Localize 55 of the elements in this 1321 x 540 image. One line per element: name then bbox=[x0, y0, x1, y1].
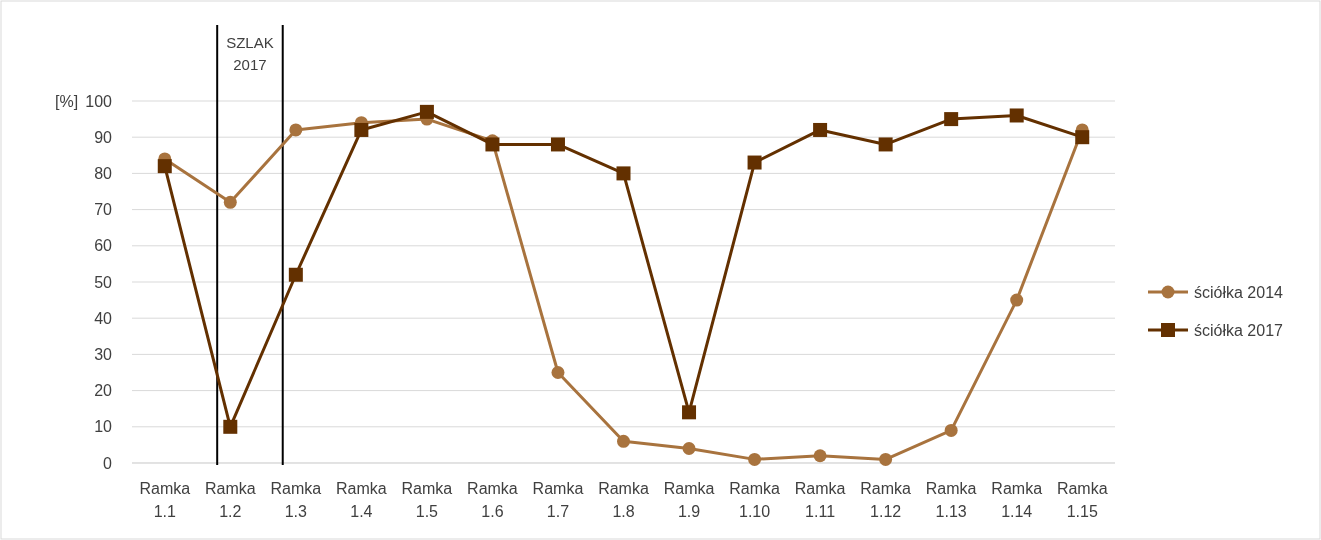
point bbox=[944, 112, 959, 127]
y-tick-label: 50 bbox=[94, 273, 113, 291]
y-tick-label: 100 bbox=[85, 92, 113, 110]
y-tick-label: 30 bbox=[94, 346, 113, 363]
point bbox=[944, 423, 958, 437]
point bbox=[813, 449, 827, 463]
x-tick-label: Ramka 1.7 bbox=[532, 480, 584, 520]
y-tick-label: 0 bbox=[103, 454, 113, 472]
y-axis-title: [%] bbox=[55, 92, 79, 110]
y-tick-label: 10 bbox=[94, 418, 113, 436]
x-tick-label: Ramka 1.6 bbox=[467, 480, 518, 520]
x-tick-label: Ramka 1.15 bbox=[1056, 480, 1108, 520]
y-tick-label: 60 bbox=[94, 237, 113, 255]
point bbox=[551, 366, 565, 379]
x-tick-label: Ramka 1.10 bbox=[729, 480, 780, 520]
point bbox=[616, 166, 631, 181]
y-tick-label: 40 bbox=[94, 309, 113, 327]
x-tick-label: Ramka 1.14 bbox=[991, 480, 1043, 520]
legend-label: ściółka 2017 bbox=[1194, 321, 1284, 339]
legend-label: ściółka 2014 bbox=[1194, 283, 1284, 301]
point bbox=[1075, 130, 1090, 145]
point bbox=[550, 137, 565, 152]
point bbox=[747, 155, 762, 170]
text: SZLAK 2017 bbox=[226, 34, 274, 73]
x-tick-label: Ramka 1.5 bbox=[401, 480, 453, 520]
x-tick-label: Ramka 1.2 bbox=[204, 480, 256, 520]
x-tick-label: Ramka 1.9 bbox=[663, 480, 715, 520]
x-tick-label: Ramka 1.4 bbox=[336, 480, 387, 520]
point bbox=[485, 137, 500, 152]
y-tick-label: 20 bbox=[94, 382, 113, 400]
point bbox=[223, 419, 238, 434]
y-tick-label: 90 bbox=[94, 128, 113, 146]
point bbox=[157, 159, 172, 174]
point bbox=[1010, 293, 1024, 307]
point bbox=[748, 452, 762, 466]
y-tick-label: 80 bbox=[94, 165, 113, 182]
point bbox=[223, 195, 237, 209]
point bbox=[878, 137, 893, 152]
point bbox=[288, 267, 303, 282]
point bbox=[813, 122, 828, 137]
x-tick-label: Ramka 1.8 bbox=[598, 480, 649, 520]
point bbox=[289, 123, 303, 137]
point bbox=[419, 104, 434, 119]
x-tick-label: Ramka 1.12 bbox=[860, 480, 912, 520]
x-tick-label: Ramka 1.3 bbox=[270, 480, 322, 520]
x-tick-label: Ramka 1.1 bbox=[139, 480, 191, 520]
point bbox=[354, 122, 369, 137]
x-tick-label: Ramka 1.11 bbox=[794, 480, 846, 520]
point bbox=[879, 452, 893, 466]
x-tick-label: Ramka 1.13 bbox=[925, 480, 977, 520]
y-tick-label: 70 bbox=[94, 201, 113, 219]
point bbox=[1009, 108, 1024, 123]
point bbox=[682, 442, 696, 456]
point bbox=[617, 434, 630, 448]
point bbox=[682, 405, 697, 420]
